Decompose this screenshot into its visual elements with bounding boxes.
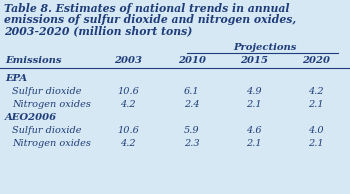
Text: Emissions: Emissions — [5, 56, 62, 65]
Text: Sulfur dioxide: Sulfur dioxide — [12, 87, 82, 96]
Text: 4.0: 4.0 — [308, 126, 324, 135]
Text: 2003-2020 (million short tons): 2003-2020 (million short tons) — [4, 25, 192, 36]
Text: 2.1: 2.1 — [308, 139, 324, 148]
Text: 4.9: 4.9 — [246, 87, 262, 96]
Text: 2.1: 2.1 — [246, 139, 262, 148]
Text: 6.1: 6.1 — [184, 87, 200, 96]
Text: 4.2: 4.2 — [120, 100, 136, 109]
Text: 2010: 2010 — [178, 56, 206, 65]
Text: Nitrogen oxides: Nitrogen oxides — [12, 100, 91, 109]
Text: 5.9: 5.9 — [184, 126, 200, 135]
Text: 2015: 2015 — [240, 56, 268, 65]
Text: Table 8. Estimates of national trends in annual: Table 8. Estimates of national trends in… — [4, 3, 289, 14]
Text: AEO2006: AEO2006 — [5, 113, 57, 122]
Text: 4.2: 4.2 — [120, 139, 136, 148]
Text: 2003: 2003 — [114, 56, 142, 65]
Text: 4.2: 4.2 — [308, 87, 324, 96]
Text: 2.3: 2.3 — [184, 139, 200, 148]
Text: Nitrogen oxides: Nitrogen oxides — [12, 139, 91, 148]
Text: 2.1: 2.1 — [246, 100, 262, 109]
Text: emissions of sulfur dioxide and nitrogen oxides,: emissions of sulfur dioxide and nitrogen… — [4, 14, 296, 25]
Text: 4.6: 4.6 — [246, 126, 262, 135]
Text: Projections: Projections — [233, 43, 297, 52]
Text: 10.6: 10.6 — [117, 126, 139, 135]
Text: 10.6: 10.6 — [117, 87, 139, 96]
Text: 2.1: 2.1 — [308, 100, 324, 109]
Text: EPA: EPA — [5, 74, 27, 83]
Text: 2020: 2020 — [302, 56, 330, 65]
Text: Sulfur dioxide: Sulfur dioxide — [12, 126, 82, 135]
Text: 2.4: 2.4 — [184, 100, 200, 109]
